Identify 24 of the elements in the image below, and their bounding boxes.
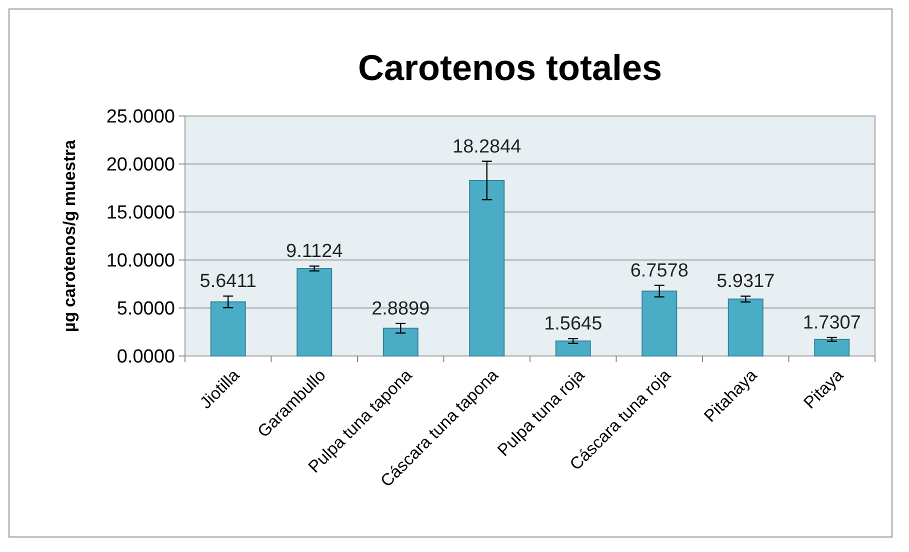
bar [210,301,246,356]
data-label: 1.7307 [802,312,861,334]
data-label: 5.9317 [716,271,775,292]
bar [469,180,505,356]
data-label: 5.6411 [200,271,256,292]
y-tick-label: 15.0000 [106,202,175,224]
y-tick-label: 20.0000 [106,154,175,176]
y-tick-label: 0.0000 [116,346,175,368]
bar [382,328,418,356]
y-tick-label: 10.0000 [106,250,175,272]
bar [555,340,591,356]
bar [642,290,678,356]
bar [814,338,850,356]
bar [296,268,332,356]
chart-title: Carotenos totales [358,47,662,88]
data-label: 2.8899 [372,298,430,320]
y-tick-label: 25.0000 [106,106,175,128]
data-label: 6.7578 [630,260,688,282]
data-label: 18.2844 [452,136,522,158]
data-label: 1.5645 [544,314,602,335]
y-axis-title: µg carotenos/g muestra [60,139,79,332]
data-label: 9.1124 [286,241,344,262]
bar [728,298,764,356]
y-tick-label: 5.0000 [116,298,175,320]
